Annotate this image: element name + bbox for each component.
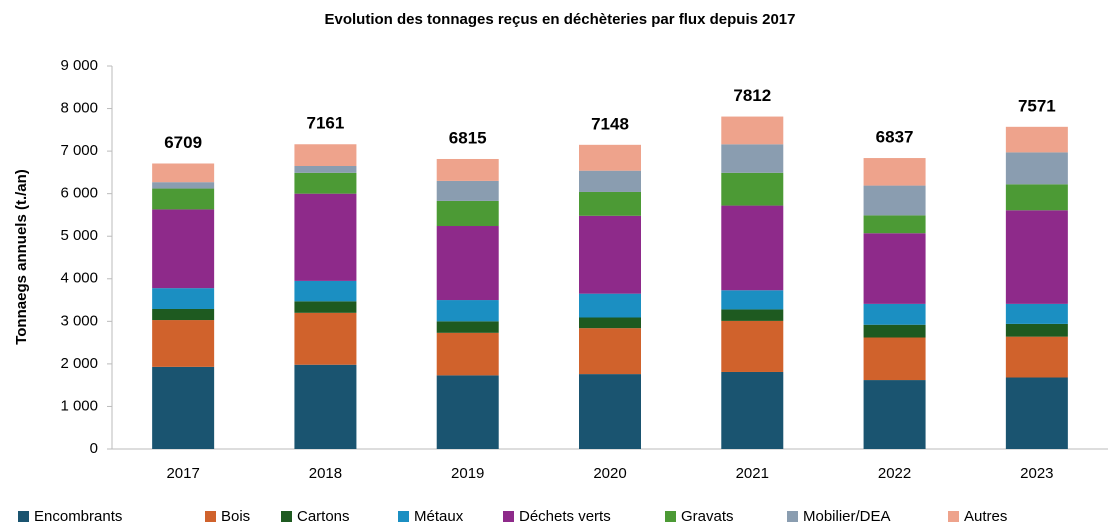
bar-segment	[152, 163, 215, 183]
total-label: 6837	[876, 128, 914, 147]
legend-label: Mobilier/DEA	[803, 508, 891, 525]
bar-segment	[1005, 126, 1068, 153]
y-tick-label: 3 000	[60, 312, 98, 329]
legend-swatch	[281, 511, 292, 522]
bar-segment	[721, 144, 784, 173]
legend-swatch	[665, 511, 676, 522]
bar-segment	[1005, 336, 1068, 378]
total-label: 7161	[307, 114, 345, 133]
x-tick-label: 2021	[736, 465, 769, 482]
bar-segment	[1005, 303, 1068, 324]
bar-segment	[863, 185, 926, 216]
legend-label: Encombrants	[34, 508, 122, 525]
bar-segment	[152, 188, 215, 210]
bar-segment	[863, 324, 926, 338]
legend-swatch	[18, 511, 29, 522]
bar-segment	[436, 375, 499, 449]
bar-segment	[579, 293, 641, 318]
y-tick-label: 2 000	[60, 355, 98, 372]
y-tick-label: 6 000	[60, 185, 98, 202]
bar-segment	[863, 158, 926, 186]
chart-title: Evolution des tonnages reçus en déchèter…	[325, 11, 796, 28]
bar-segment	[152, 209, 215, 289]
total-label: 7148	[591, 114, 629, 133]
bar-segment	[436, 332, 499, 376]
bar-segment	[1005, 210, 1068, 304]
bar-segment	[294, 172, 357, 194]
bar-segment	[436, 226, 499, 301]
x-tick-label: 2020	[593, 465, 626, 482]
bar-segment	[579, 374, 641, 449]
bar-segment	[579, 317, 641, 329]
bar-segment	[863, 215, 926, 234]
bar-segment	[579, 191, 641, 216]
bar-segment	[436, 158, 499, 181]
legend-swatch	[398, 511, 409, 522]
y-tick-label: 9 000	[60, 57, 98, 74]
legend-swatch	[787, 511, 798, 522]
bar-segment	[579, 144, 641, 171]
bar-segment	[863, 303, 926, 325]
bar-segment	[294, 144, 357, 167]
bar-segment	[721, 371, 784, 449]
bar-segment	[152, 308, 215, 321]
bar-segment	[721, 172, 784, 206]
legend-swatch	[205, 511, 216, 522]
bar-segment	[863, 337, 926, 381]
bar-segment	[863, 380, 926, 449]
bar-segment	[579, 170, 641, 192]
bar-segment	[436, 200, 499, 227]
bar-segment	[721, 309, 784, 321]
y-tick-label: 1 000	[60, 397, 98, 414]
bar-segment	[294, 312, 357, 365]
x-tick-label: 2019	[451, 465, 484, 482]
total-label: 6709	[164, 133, 202, 152]
total-label: 7812	[733, 86, 771, 105]
bar-segment	[152, 366, 215, 449]
bar-segment	[294, 364, 357, 449]
y-tick-label: 8 000	[60, 100, 98, 117]
total-label: 6815	[449, 128, 487, 147]
bar-segment	[721, 320, 784, 372]
bar-segment	[152, 182, 215, 189]
bar-segment	[863, 233, 926, 304]
bar-segment	[721, 116, 784, 145]
y-tick-label: 7 000	[60, 142, 98, 159]
total-label: 7571	[1018, 96, 1056, 115]
bar-segment	[294, 166, 357, 173]
x-tick-label: 2017	[166, 465, 199, 482]
bar-segment	[1005, 152, 1068, 185]
y-tick-label: 0	[90, 440, 98, 457]
x-tick-label: 2018	[309, 465, 342, 482]
bar-segment	[436, 180, 499, 201]
bar-segment	[721, 290, 784, 310]
y-tick-label: 4 000	[60, 270, 98, 287]
bar-segment	[579, 215, 641, 294]
legend-label: Gravats	[681, 508, 734, 525]
bar-segment	[579, 328, 641, 375]
bar-segment	[436, 321, 499, 333]
legend-label: Bois	[221, 508, 250, 525]
x-tick-label: 2022	[878, 465, 911, 482]
x-tick-label: 2023	[1020, 465, 1053, 482]
bar-segment	[152, 320, 215, 367]
bar-segment	[294, 280, 357, 302]
legend-swatch	[503, 511, 514, 522]
bar-segment	[1005, 323, 1068, 337]
legend-label: Métaux	[414, 508, 464, 525]
bar-segment	[152, 288, 215, 309]
bar-segment	[294, 301, 357, 313]
bar-segment	[294, 193, 357, 281]
legend-label: Déchets verts	[519, 508, 611, 525]
bar-segment	[436, 300, 499, 322]
bar-segment	[721, 205, 784, 291]
y-tick-label: 5 000	[60, 227, 98, 244]
legend-swatch	[948, 511, 959, 522]
y-axis-label: Tonnaegs annuels (t./an)	[13, 169, 30, 345]
bar-segment	[1005, 184, 1068, 211]
legend-label: Cartons	[297, 508, 350, 525]
legend-label: Autres	[964, 508, 1007, 525]
bar-segment	[1005, 377, 1068, 449]
